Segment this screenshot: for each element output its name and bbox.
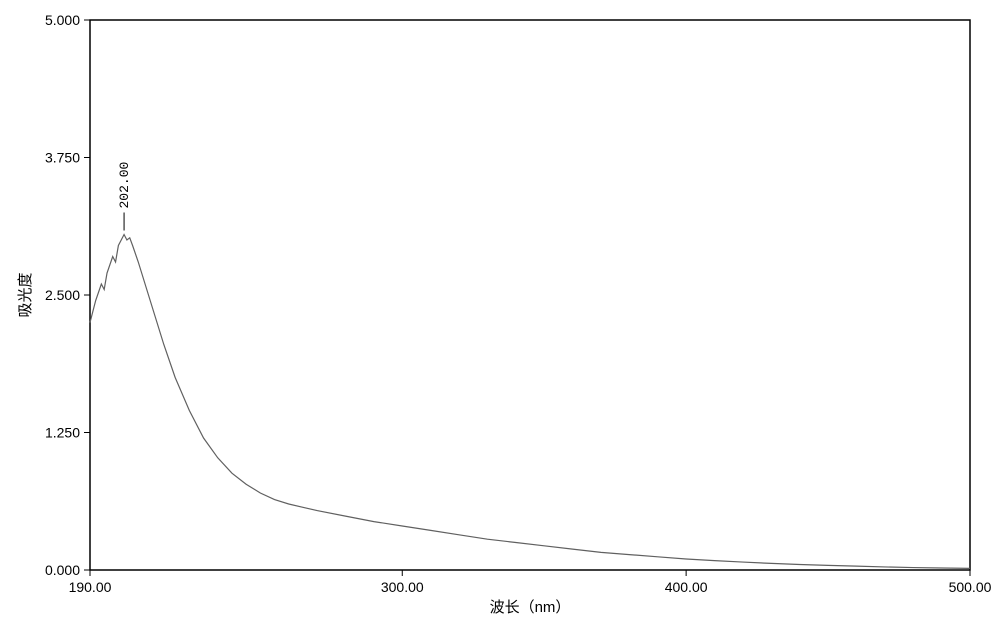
y-axis-label: 吸光度 <box>17 272 34 317</box>
spectrum-line <box>90 235 970 569</box>
peak-label: 202.00 <box>117 162 132 209</box>
chart-svg: 0.000 1.250 2.500 3.750 5.000 190.00 300.00 400… <box>0 0 1000 640</box>
y-tick-label: 5.000 <box>45 12 80 28</box>
x-tick-label: 500.00 <box>949 579 992 595</box>
x-tick-label: 190.00 <box>69 579 112 595</box>
spectrum-chart: 0.000 1.250 2.500 3.750 5.000 190.00 300.00 400… <box>0 0 1000 640</box>
x-tick-label: 300.00 <box>381 579 424 595</box>
x-tick-label: 400.00 <box>665 579 708 595</box>
y-tick-label: 1.250 <box>45 425 80 441</box>
y-tick-label: 0.000 <box>45 562 80 578</box>
y-tick-label: 3.750 <box>45 150 80 166</box>
plot-border <box>90 20 970 570</box>
x-axis-label: 波长（nm） <box>490 599 571 616</box>
y-tick-label: 2.500 <box>45 287 80 303</box>
